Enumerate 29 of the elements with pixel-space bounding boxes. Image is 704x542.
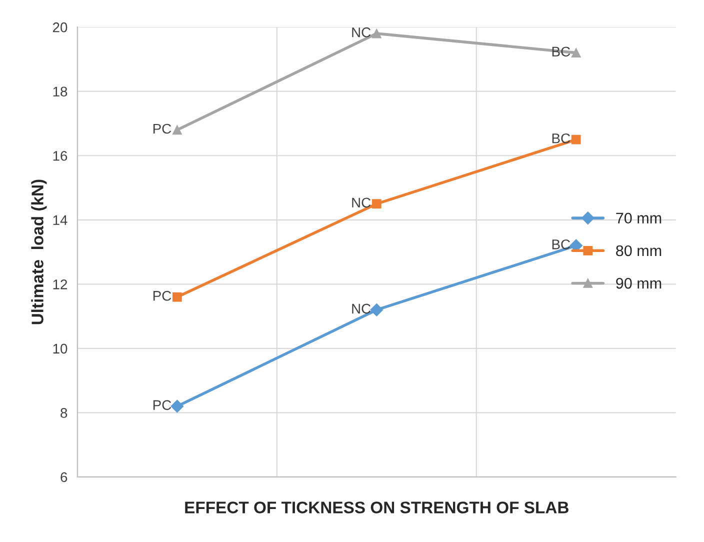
y-tick-label: 8 <box>60 408 68 418</box>
point <box>571 134 581 144</box>
y-tick-label: 18 <box>53 86 68 97</box>
y-tick-label: 10 <box>53 344 68 354</box>
y-tick-label: 6 <box>60 472 68 482</box>
data-label: PC <box>153 124 172 134</box>
point <box>372 199 382 209</box>
legend-label: 80 mm <box>616 245 662 256</box>
x-axis-title: EFFECT OF TICKNESS ON STRENGTH OF SLAB <box>185 502 568 514</box>
point <box>571 48 581 58</box>
point <box>370 303 384 316</box>
y-tick-label: 16 <box>53 150 68 161</box>
data-label: BC <box>552 133 570 144</box>
legend-label: 90 mm <box>616 278 662 289</box>
y-tick-label: 14 <box>53 215 68 225</box>
data-label: NC <box>352 304 371 314</box>
point <box>172 125 182 135</box>
legend-label: 70 mm <box>616 212 662 224</box>
y-tick-label: 12 <box>53 279 68 290</box>
data-label: PC <box>153 290 172 301</box>
point <box>170 400 184 413</box>
data-label: NC <box>352 198 371 208</box>
point <box>372 28 382 38</box>
data-label: NC <box>352 27 371 38</box>
point <box>172 292 182 302</box>
y-axis-title: Ultimate load (kN) <box>31 180 47 324</box>
data-label: BC <box>552 239 570 250</box>
data-label: PC <box>153 400 172 410</box>
y-tick-label: 20 <box>52 22 68 32</box>
